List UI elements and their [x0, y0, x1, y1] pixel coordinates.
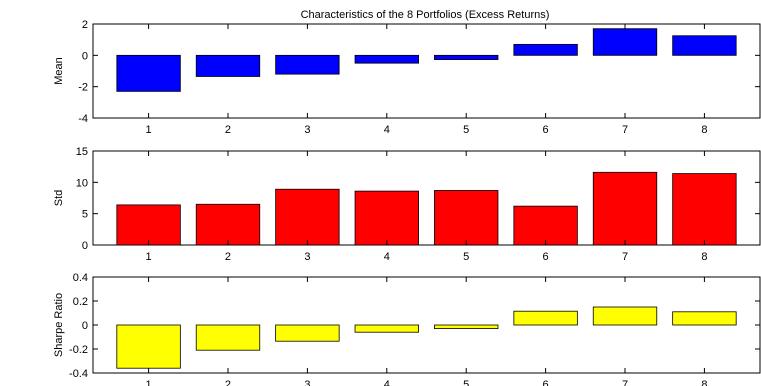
y-tick-label: -4 [78, 113, 88, 125]
bar-4 [354, 190, 419, 246]
y-tick-label: 15 [76, 146, 88, 158]
bar-2 [195, 324, 261, 351]
subplot-1: 1 2 3 4 5 6 7 8 -4 -2 0 2 Mean [53, 19, 761, 136]
y-tick-label: 10 [76, 177, 88, 189]
x-tick-label: 8 [701, 124, 707, 136]
subplot-3: 1 2 3 4 5 6 7 8 -0.4 -0.2 0 0.2 0.4 Sharpe Ratio [53, 272, 761, 386]
x-tick-label: 3 [304, 379, 310, 386]
x-tick-label: 6 [543, 379, 549, 386]
x-tick-label: 7 [622, 124, 628, 136]
bar-5 [434, 54, 499, 60]
x-tick-label: 8 [701, 379, 707, 386]
x-tick-label: 2 [225, 379, 231, 386]
bar-5 [434, 324, 499, 329]
x-tick-label: 5 [463, 379, 469, 386]
y-tick-label: -0.2 [69, 344, 88, 356]
y-axis-label: Mean [53, 57, 65, 85]
y-tick-label: 2 [82, 19, 88, 31]
y-tick-label: 5 [82, 209, 88, 221]
bar-8 [672, 311, 737, 326]
bar-3 [275, 324, 340, 342]
bar-6 [513, 205, 578, 246]
x-tick-label: 2 [225, 251, 231, 263]
bar-2 [195, 203, 261, 246]
x-tick-label: 2 [225, 124, 231, 136]
y-axis-label: Sharpe Ratio [53, 293, 65, 357]
x-tick-label: 1 [146, 124, 152, 136]
axes-box [92, 23, 761, 119]
bar-2 [195, 54, 261, 77]
x-tick-label: 5 [463, 251, 469, 263]
y-axis-label: Std [53, 190, 65, 207]
bar-4 [354, 324, 419, 333]
axes-box [92, 276, 761, 374]
x-tick-label: 1 [146, 379, 152, 386]
y-tick-label: -0.4 [69, 368, 88, 380]
x-tick-label: 3 [304, 251, 310, 263]
x-tick-label: 6 [543, 124, 549, 136]
subplot-2: 1 2 3 4 5 6 7 8 0 5 10 15 Std [53, 146, 761, 263]
bar-3 [275, 188, 340, 246]
axes-box [92, 150, 761, 246]
y-tick-label: 0 [82, 320, 88, 332]
bar-5 [434, 190, 499, 246]
bar-4 [354, 54, 419, 64]
x-tick-label: 4 [384, 251, 390, 263]
bar-7 [592, 28, 658, 56]
y-tick-label: -2 [78, 82, 88, 94]
y-tick-label: 0 [82, 240, 88, 252]
x-tick-label: 4 [384, 379, 390, 386]
x-tick-label: 3 [304, 124, 310, 136]
x-tick-label: 8 [701, 251, 707, 263]
bar-6 [513, 310, 578, 326]
y-tick-label: 0.2 [73, 296, 88, 308]
x-tick-label: 4 [384, 124, 390, 136]
x-tick-label: 5 [463, 124, 469, 136]
x-tick-label: 6 [543, 251, 549, 263]
bar-1 [116, 54, 181, 92]
bar-1 [116, 324, 181, 369]
x-tick-label: 1 [146, 251, 152, 263]
bar-3 [275, 54, 340, 75]
bar-7 [592, 171, 658, 246]
x-tick-label: 7 [622, 251, 628, 263]
bar-1 [116, 204, 181, 246]
bar-6 [513, 43, 578, 56]
x-tick-label: 7 [622, 379, 628, 386]
bar-7 [592, 306, 658, 326]
chart-title: Characteristics of the 8 Portfolios (Exc… [301, 9, 550, 21]
bar-8 [672, 35, 737, 56]
y-tick-label: 0 [82, 50, 88, 62]
y-tick-label: 0.4 [73, 272, 88, 284]
bar-8 [672, 173, 737, 246]
